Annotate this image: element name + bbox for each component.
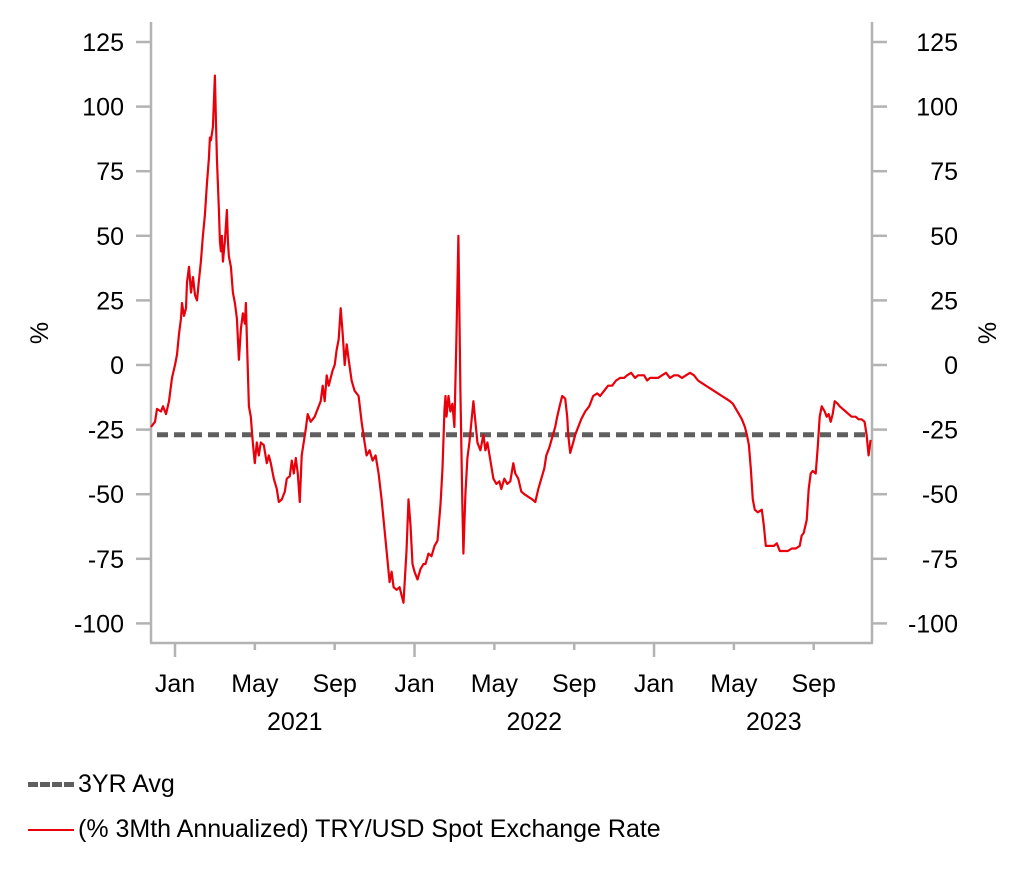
y-tick-label-left: 0 <box>110 352 124 380</box>
y-tick-label-right: 75 <box>930 158 958 186</box>
legend-item-3yr-avg: 3YR Avg <box>28 770 175 799</box>
y-tick-label-left: -50 <box>88 481 124 509</box>
axes <box>149 22 874 645</box>
legend-item-try-usd: (% 3Mth Annualized) TRY/USD Spot Exchang… <box>28 815 661 844</box>
y-tick-label-left: -75 <box>88 546 124 574</box>
legend-label: 3YR Avg <box>78 770 175 798</box>
y-axis-title-left: % <box>26 322 54 344</box>
y-tick-label-left: -25 <box>88 417 124 445</box>
y-tick-label-right: 25 <box>930 287 958 315</box>
legend-swatch-solid <box>28 828 74 831</box>
legend-swatch-dashed <box>28 782 74 787</box>
x-tick-label: May <box>710 670 758 698</box>
y-tick-label-left: 100 <box>82 94 124 122</box>
y-tick-label-right: 0 <box>944 352 958 380</box>
x-tick-label: Jan <box>394 670 434 698</box>
y-tick-label-right: 50 <box>930 223 958 251</box>
y-tick-label-right: -100 <box>908 610 958 638</box>
y-tick-label-left: 125 <box>82 29 124 57</box>
y-tick-label-left: 50 <box>96 223 124 251</box>
x-year-label: 2022 <box>506 708 562 736</box>
y-tick-label-right: 100 <box>916 94 958 122</box>
y-ticks-right: 125 100 75 50 25 0 -25 -50 -75 -100 <box>872 29 958 638</box>
x-tick-label: Jan <box>634 670 674 698</box>
y-tick-label-left: 75 <box>96 158 124 186</box>
y-ticks-left: 125 100 75 50 25 0 -25 -50 -75 -100 <box>74 29 151 638</box>
y-tick-label-left: -100 <box>74 610 124 638</box>
x-year-label: 2023 <box>746 708 802 736</box>
y-tick-label-right: 125 <box>916 29 958 57</box>
chart: 125 100 75 50 25 0 -25 -50 -75 -100 125 100 75 50 25 0… <box>26 22 1002 736</box>
y-tick-label-right: -75 <box>922 546 958 574</box>
y-tick-label-right: -50 <box>922 481 958 509</box>
x-tick-label: Sep <box>312 670 356 698</box>
x-tick-label: May <box>231 670 279 698</box>
x-tick-label: May <box>471 670 519 698</box>
x-tick-label: Sep <box>791 670 835 698</box>
y-axis-title-right: % <box>974 322 1002 344</box>
x-year-label: 2021 <box>267 708 323 736</box>
series-layer <box>150 74 872 604</box>
x-tick-label: Jan <box>155 670 195 698</box>
legend-label: (% 3Mth Annualized) TRY/USD Spot Exchang… <box>78 815 661 843</box>
x-tick-label: Sep <box>552 670 596 698</box>
y-tick-label-right: -25 <box>922 417 958 445</box>
y-tick-label-left: 25 <box>96 287 124 315</box>
x-ticks: Jan May Sep Jan May Sep Jan May Sep 2021 2022 2023 <box>155 643 836 736</box>
series-try-usd-line <box>150 74 872 604</box>
